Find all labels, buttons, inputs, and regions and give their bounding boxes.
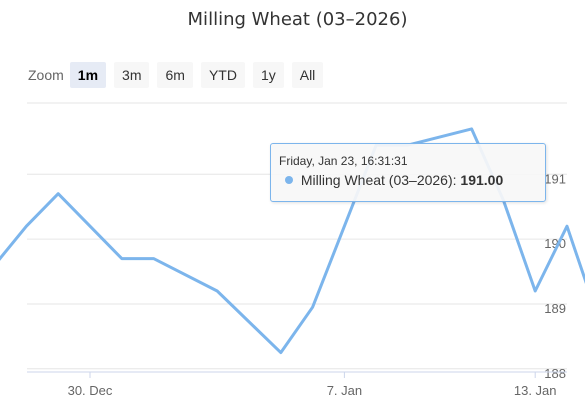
zoom-button-1m[interactable]: 1m	[69, 62, 107, 88]
y-tick-label: 188	[544, 366, 566, 381]
x-tick-label: 30. Dec	[68, 383, 113, 398]
tooltip: Friday, Jan 23, 16:31:31 Milling Wheat (…	[270, 143, 546, 202]
tooltip-row: Milling Wheat (03–2026): 191.00	[279, 172, 537, 188]
zoom-button-all[interactable]: All	[291, 62, 324, 88]
tooltip-value: 191.00	[460, 172, 504, 188]
tooltip-date: Friday, Jan 23, 16:31:31	[279, 154, 408, 168]
chart-title: Milling Wheat (03–2026)	[187, 9, 408, 30]
zoom-button-1y[interactable]: 1y	[252, 62, 284, 88]
zoom-button-ytd[interactable]: YTD	[200, 62, 245, 88]
y-tick-label: 189	[544, 301, 566, 316]
tooltip-series-name: Milling Wheat (03–2026)	[300, 172, 453, 188]
zoom-selector: Zoom 1m 3m 6m YTD 1y All	[28, 62, 331, 88]
zoom-label: Zoom	[28, 67, 64, 83]
tooltip-series-marker	[285, 176, 293, 184]
x-tick-label: 7. Jan	[327, 383, 362, 398]
x-tick-label: 13. Jan	[514, 383, 557, 398]
zoom-button-3m[interactable]: 3m	[114, 62, 150, 88]
y-tick-label: 191	[544, 171, 566, 186]
zoom-button-6m[interactable]: 6m	[157, 62, 193, 88]
